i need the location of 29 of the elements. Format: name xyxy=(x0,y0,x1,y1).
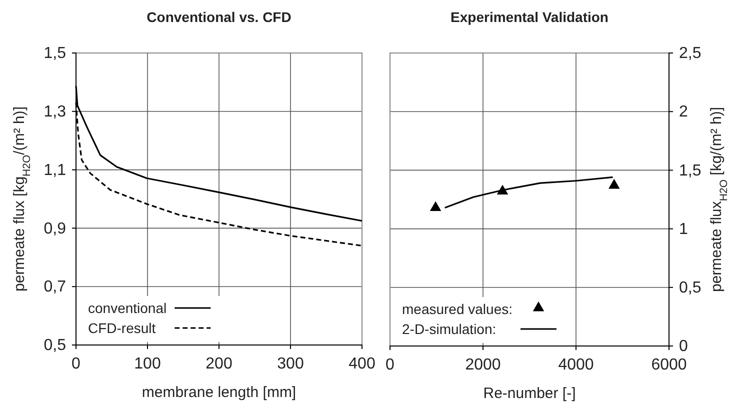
y-tick-label: 1,3 xyxy=(44,104,66,121)
x-tick-label: 0 xyxy=(72,355,81,372)
chart-title: Experimental Validation xyxy=(450,9,608,25)
x-tick-label: 2000 xyxy=(465,356,501,374)
x-tick-label: 0 xyxy=(386,356,395,374)
legend-label: CFD-result xyxy=(88,320,156,336)
x-axis-title: membrane length [mm] xyxy=(142,384,296,401)
y-tick-label: 1,5 xyxy=(44,45,66,62)
y2-tick-label: 1,5 xyxy=(679,162,702,180)
legend-label: conventional xyxy=(88,300,167,316)
y-tick-label: 0,5 xyxy=(44,337,66,354)
legend-label: 2-D-simulation: xyxy=(402,321,496,337)
x-tick-label: 100 xyxy=(134,355,161,372)
y2-tick-label: 0,5 xyxy=(679,280,702,297)
x-tick-label: 400 xyxy=(348,355,376,372)
y-tick-label: 0,9 xyxy=(44,220,66,238)
y-tick-label: 1,1 xyxy=(44,162,66,179)
y2-tick-label: 0 xyxy=(679,338,688,356)
x-tick-label: 4000 xyxy=(558,356,594,374)
y2-tick-label: 2,5 xyxy=(679,45,702,62)
x-tick-label: 6000 xyxy=(651,356,687,374)
x-axis-title: Re-number [-] xyxy=(483,385,576,402)
y2-tick-label: 2 xyxy=(679,104,688,121)
legend-label: measured values: xyxy=(402,301,513,317)
y2-tick-label: 1 xyxy=(679,220,688,238)
y-tick-label: 0,7 xyxy=(44,278,66,296)
x-tick-label: 300 xyxy=(277,355,304,372)
chart-title: Conventional vs. CFD xyxy=(146,9,292,25)
x-tick-label: 200 xyxy=(206,355,232,372)
